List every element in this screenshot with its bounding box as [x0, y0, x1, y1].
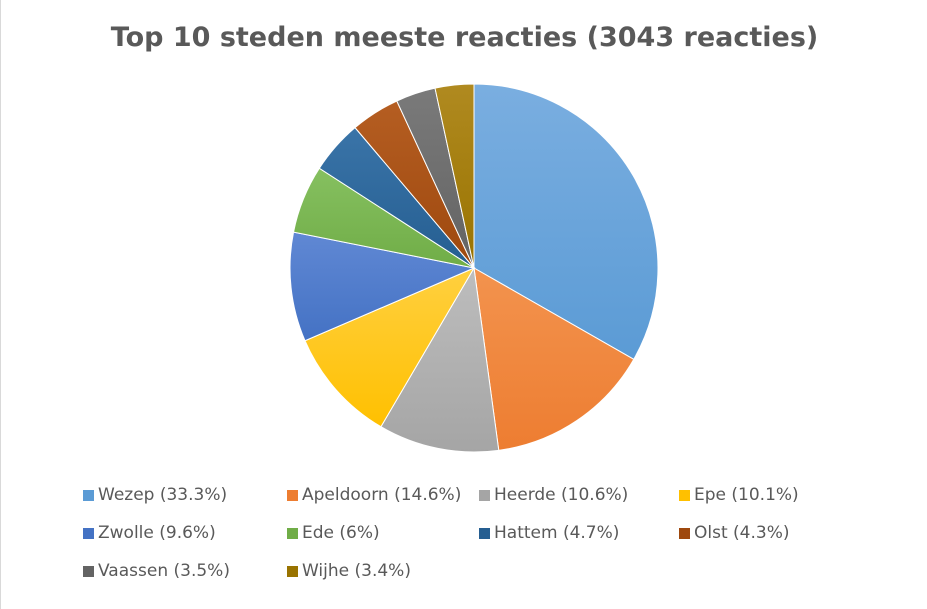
legend-swatch: [479, 489, 490, 501]
legend-label: Heerde (10.6%): [494, 485, 629, 505]
pie-slices: [289, 83, 659, 453]
legend-item-vaassen: Vaassen (3.5%): [83, 559, 287, 583]
legend-label: Olst (4.3%): [694, 523, 790, 543]
legend-label: Ede (6%): [302, 523, 380, 543]
legend-label: Apeldoorn (14.6%): [302, 485, 462, 505]
legend-swatch: [287, 489, 298, 501]
pie-slice-heerde: [380, 266, 500, 453]
legend-swatch: [679, 527, 690, 539]
legend-item-apeldoorn: Apeldoorn (14.6%): [287, 483, 479, 507]
legend: Wezep (33.3%) Apeldoorn (14.6%) Heerde (10…: [83, 483, 843, 583]
legend-swatch: [287, 565, 298, 577]
legend-swatch: [679, 489, 690, 501]
pie-slice-epe: [304, 266, 476, 428]
legend-item-heerde: Heerde (10.6%): [479, 483, 679, 507]
legend-item-olst: Olst (4.3%): [679, 521, 829, 545]
legend-item-wezep: Wezep (33.3%): [83, 483, 287, 507]
legend-swatch: [479, 527, 490, 539]
legend-item-zwolle: Zwolle (9.6%): [83, 521, 287, 545]
legend-label: Vaassen (3.5%): [98, 561, 230, 581]
pie-slice-apeldoorn: [473, 267, 635, 451]
legend-swatch: [83, 527, 94, 539]
legend-item-wijhe: Wijhe (3.4%): [287, 559, 479, 583]
legend-swatch: [287, 527, 298, 539]
legend-label: Zwolle (9.6%): [98, 523, 216, 543]
legend-swatch: [83, 489, 94, 501]
legend-label: Epe (10.1%): [694, 485, 799, 505]
legend-item-ede: Ede (6%): [287, 521, 479, 545]
legend-item-hattem: Hattem (4.7%): [479, 521, 679, 545]
legend-label: Hattem (4.7%): [494, 523, 620, 543]
legend-label: Wezep (33.3%): [98, 485, 228, 505]
legend-label: Wijhe (3.4%): [302, 561, 411, 581]
pie-slice-wijhe: [434, 83, 475, 269]
legend-swatch: [83, 565, 94, 577]
chart-title: Top 10 steden meeste reacties (3043 reac…: [110, 22, 819, 53]
pie-slice-wezep: [473, 83, 659, 361]
legend-item-epe: Epe (10.1%): [679, 483, 829, 507]
